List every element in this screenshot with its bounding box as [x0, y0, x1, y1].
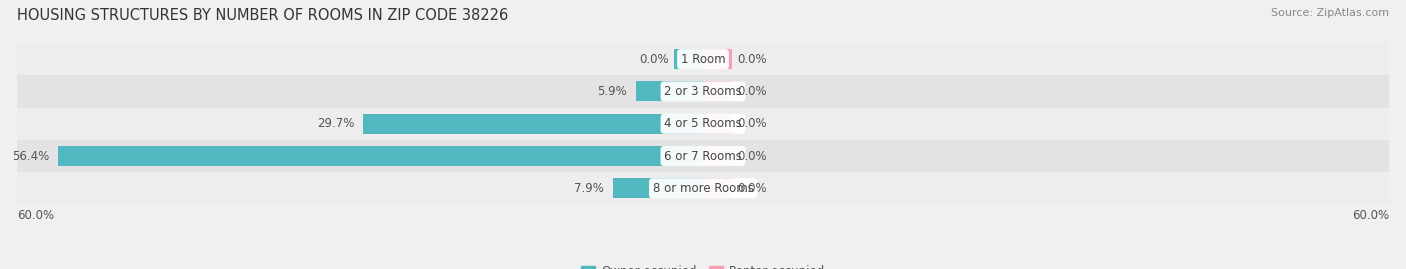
Text: 1 Room: 1 Room	[681, 53, 725, 66]
Legend: Owner-occupied, Renter-occupied: Owner-occupied, Renter-occupied	[576, 260, 830, 269]
Bar	[17, 140, 1389, 172]
Text: 0.0%: 0.0%	[737, 150, 766, 162]
Bar	[613, 178, 703, 198]
Text: 29.7%: 29.7%	[316, 117, 354, 130]
Text: 4 or 5 Rooms: 4 or 5 Rooms	[664, 117, 742, 130]
Bar	[58, 146, 703, 166]
Text: 0.0%: 0.0%	[737, 182, 766, 195]
Text: 6 or 7 Rooms: 6 or 7 Rooms	[664, 150, 742, 162]
Text: 5.9%: 5.9%	[596, 85, 627, 98]
Bar	[675, 49, 703, 69]
Text: Source: ZipAtlas.com: Source: ZipAtlas.com	[1271, 8, 1389, 18]
Bar	[703, 178, 731, 198]
Bar	[363, 114, 703, 134]
Bar	[17, 172, 1389, 204]
Text: 0.0%: 0.0%	[737, 85, 766, 98]
Text: 56.4%: 56.4%	[11, 150, 49, 162]
Bar	[703, 146, 731, 166]
Bar	[17, 108, 1389, 140]
Bar	[17, 43, 1389, 75]
Text: 0.0%: 0.0%	[737, 53, 766, 66]
Bar	[703, 82, 731, 101]
Bar	[703, 49, 731, 69]
Bar	[703, 114, 731, 134]
Text: HOUSING STRUCTURES BY NUMBER OF ROOMS IN ZIP CODE 38226: HOUSING STRUCTURES BY NUMBER OF ROOMS IN…	[17, 8, 508, 23]
Text: 60.0%: 60.0%	[17, 209, 53, 222]
Text: 2 or 3 Rooms: 2 or 3 Rooms	[664, 85, 742, 98]
Text: 8 or more Rooms: 8 or more Rooms	[652, 182, 754, 195]
Bar	[17, 75, 1389, 108]
Text: 7.9%: 7.9%	[574, 182, 603, 195]
Text: 0.0%: 0.0%	[640, 53, 669, 66]
Text: 0.0%: 0.0%	[737, 117, 766, 130]
Bar	[636, 82, 703, 101]
Text: 60.0%: 60.0%	[1353, 209, 1389, 222]
